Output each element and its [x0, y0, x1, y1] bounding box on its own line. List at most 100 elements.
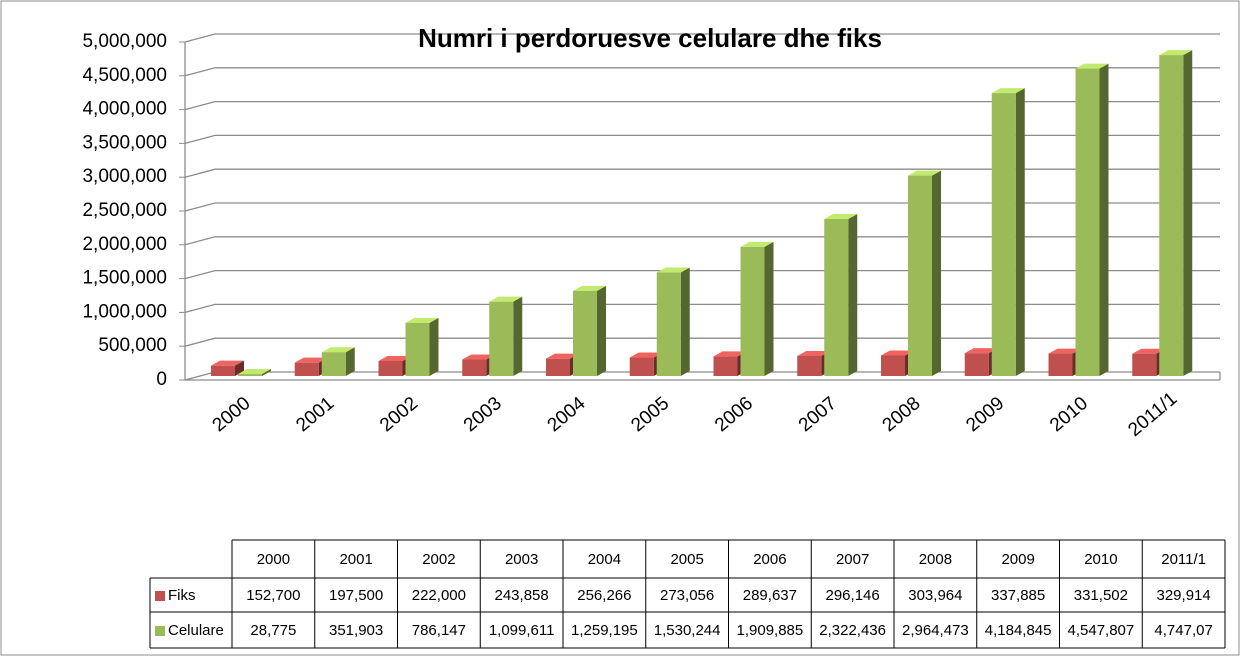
y-tick-label: 2,000,000 — [82, 234, 167, 255]
bar-top — [1132, 348, 1166, 354]
data-table: 2000 2001 2002 2003 2004 2005 2006 2007 2008 2009… — [149, 539, 1226, 649]
bar — [489, 301, 514, 376]
y-tick-label: 3,000,000 — [82, 166, 167, 187]
table-cell: 1,259,195 — [571, 622, 638, 639]
bar-top — [797, 350, 831, 356]
table-header: 2004 — [588, 551, 621, 568]
bar — [546, 358, 570, 376]
bar — [964, 353, 989, 376]
bar-top — [713, 351, 747, 357]
table-cell: 786,147 — [412, 622, 466, 639]
table-cell: 351,903 — [329, 622, 383, 639]
bar — [740, 246, 765, 376]
bar-top — [964, 348, 998, 354]
y-tick-label: 4,000,000 — [82, 99, 167, 120]
bar-top — [573, 285, 606, 291]
bar-side — [429, 317, 439, 376]
table-header: 2010 — [1084, 551, 1117, 568]
bars — [211, 50, 1193, 377]
bar-side — [1183, 50, 1193, 376]
table-cell: 296,146 — [826, 587, 880, 604]
bar — [238, 374, 262, 376]
table-cell: 243,858 — [495, 587, 549, 604]
table-cell: 2,964,473 — [902, 622, 969, 639]
bar-side — [932, 170, 941, 376]
table-header: 2000 — [257, 551, 290, 568]
table-cell: 256,266 — [577, 587, 631, 604]
table-cell: 331,502 — [1074, 587, 1128, 604]
bar-top — [991, 88, 1025, 94]
table-cell: 1,099,611 — [489, 622, 555, 639]
y-tick-label: 5,000,000 — [82, 31, 167, 52]
table-header: 2009 — [1001, 551, 1034, 568]
bar-top — [211, 360, 244, 366]
chart-title: Numri i perdoruesve celulare dhe fiks — [418, 23, 882, 53]
table-header: 2002 — [422, 551, 455, 568]
bar — [991, 93, 1016, 376]
bar-top — [1075, 63, 1109, 69]
grid-line — [184, 168, 1220, 178]
table-cell: 197,500 — [329, 587, 383, 604]
bar — [294, 362, 319, 376]
bar-side — [597, 285, 606, 376]
bar-top — [378, 355, 412, 361]
bar — [1048, 353, 1073, 376]
table-cell: 222,000 — [412, 587, 466, 604]
bar — [629, 357, 654, 376]
table-header: 2003 — [505, 551, 538, 568]
table-cell: 273,056 — [660, 587, 714, 604]
bar-side — [513, 296, 523, 376]
bar-top — [740, 241, 774, 247]
y-tick-label: 500,000 — [98, 335, 167, 356]
y-tick-label: 1,500,000 — [82, 268, 167, 289]
table-header: 2006 — [753, 551, 786, 568]
grid-line — [184, 33, 1220, 43]
table-header: 2005 — [670, 551, 703, 568]
y-tick-label: 0 — [156, 369, 167, 390]
grid-line — [184, 100, 1220, 111]
bar-top — [1048, 348, 1082, 354]
table-cell: 2,322,436 — [819, 622, 886, 639]
table-cell: 337,885 — [991, 587, 1045, 604]
bar-side — [262, 369, 271, 376]
y-tick-label: 3,500,000 — [82, 132, 167, 153]
legend-key — [155, 626, 165, 636]
bar-top — [824, 214, 858, 220]
y-tick-label: 2,500,000 — [82, 200, 167, 221]
bar-top — [908, 170, 941, 176]
table-cell: 303,964 — [908, 587, 962, 604]
legend-key — [155, 591, 165, 601]
table-cell: 4,184,845 — [985, 622, 1052, 639]
bar — [378, 360, 403, 376]
bar-side — [764, 241, 774, 376]
bar-top — [546, 353, 579, 359]
bar-top — [238, 369, 271, 375]
bar-top — [656, 267, 690, 273]
bar-top — [489, 296, 523, 302]
grid-line — [184, 134, 1220, 145]
table-header: 2011/1 — [1161, 551, 1206, 568]
table-cell: 4,547,807 — [1068, 622, 1135, 639]
bar — [321, 352, 346, 376]
grid-line — [184, 269, 1220, 280]
table-cell: 28,775 — [250, 622, 296, 639]
bar-top — [321, 347, 355, 353]
grid-line — [184, 303, 1220, 314]
table-cell: 289,637 — [743, 587, 797, 604]
bar-side — [680, 267, 690, 376]
bar — [462, 359, 487, 376]
bar — [656, 272, 681, 376]
bar-top — [294, 357, 328, 363]
table-cell: 1,909,885 — [737, 622, 804, 639]
legend-label: Fiks — [168, 587, 196, 604]
grid-line — [184, 202, 1220, 212]
bar-top — [629, 352, 663, 358]
bar — [797, 355, 822, 376]
grid-line — [184, 337, 1220, 347]
bar-side — [848, 214, 858, 376]
table-cell: 152,700 — [246, 587, 300, 604]
bar — [713, 356, 738, 376]
bar — [908, 175, 932, 376]
bar — [211, 365, 235, 376]
